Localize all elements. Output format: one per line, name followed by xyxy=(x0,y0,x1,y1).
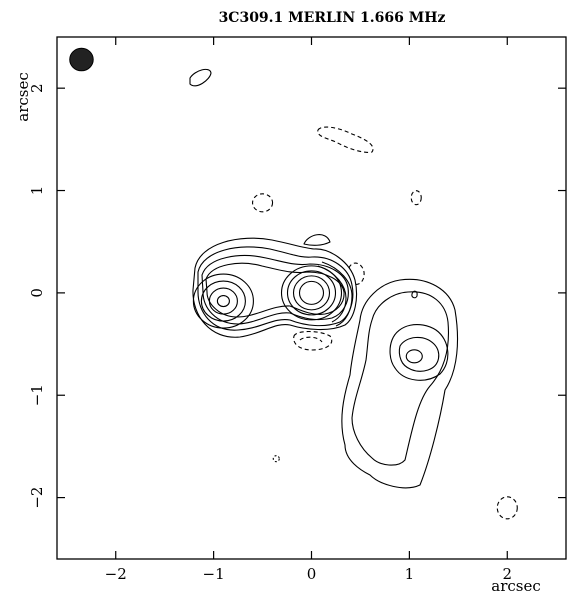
lobe-outer-contour xyxy=(341,278,459,489)
y-axis-label: arcsec xyxy=(14,72,32,122)
core-outer-contour xyxy=(192,237,358,338)
positive-island-contour xyxy=(411,290,418,299)
jet-knot-contour xyxy=(216,295,230,308)
negative-contour xyxy=(317,126,374,153)
jet-knot-contour xyxy=(192,273,254,329)
y-tick-label: 1 xyxy=(28,186,46,196)
jet-knot-contour xyxy=(208,287,238,315)
axis-ticks xyxy=(57,37,566,559)
contour-layer xyxy=(69,47,518,520)
plot-frame xyxy=(56,36,567,560)
x-tick-label: 1 xyxy=(405,565,415,583)
x-tick-label: −2 xyxy=(105,565,127,583)
jet-knot-contour xyxy=(200,280,246,322)
negative-contour xyxy=(272,455,280,463)
x-axis-label: arcsec xyxy=(491,577,541,595)
beam-ellipse xyxy=(69,47,94,72)
positive-island-contour xyxy=(189,68,212,87)
core-contour xyxy=(321,261,353,327)
lobe-contour xyxy=(389,324,449,381)
core-contour xyxy=(292,275,331,311)
x-tick-label: −1 xyxy=(203,565,225,583)
core-protrusion-contour xyxy=(303,234,331,246)
negative-contour xyxy=(252,193,274,213)
lobe-peak-contour xyxy=(405,349,423,364)
lobe-contour xyxy=(351,291,449,466)
lobe-contour xyxy=(398,336,440,372)
y-tick-label: 2 xyxy=(28,83,46,93)
core-contour xyxy=(298,280,325,305)
negative-contour xyxy=(410,190,422,206)
y-tick-label: 0 xyxy=(28,288,46,298)
negative-contour xyxy=(348,262,365,285)
x-tick-label: 2 xyxy=(502,565,512,583)
negative-contour xyxy=(293,330,333,351)
core-contour xyxy=(286,270,337,316)
y-tick-label: −1 xyxy=(28,384,46,406)
x-tick-label: 0 xyxy=(307,565,317,583)
core-contour xyxy=(280,265,343,321)
axis-tick-labels: −2 −1 0 1 2 −2 −1 0 1 2 xyxy=(28,83,512,583)
y-tick-label: −2 xyxy=(28,487,46,509)
negative-contour xyxy=(299,336,323,343)
core-contour xyxy=(317,265,347,323)
chart-title: 3C309.1 MERLIN 1.666 MHz xyxy=(219,10,446,26)
negative-contour xyxy=(496,496,518,520)
